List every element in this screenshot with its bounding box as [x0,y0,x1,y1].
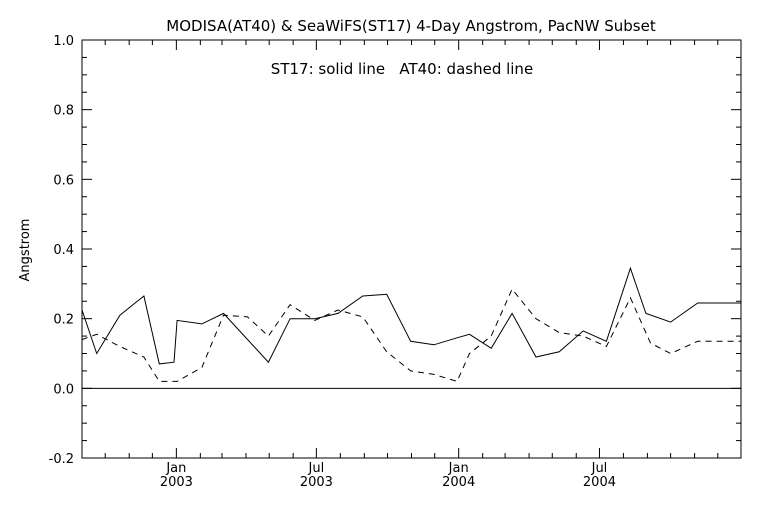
series-line-st17 [81,266,741,365]
x-tick-label-year: 2004 [442,475,475,490]
y-tick-label: 0.6 [53,173,74,188]
series-line-at40 [81,288,741,383]
y-tick-label: 0.8 [53,104,74,119]
x-tick-label-year: 2003 [160,475,193,490]
y-tick-label: 0.0 [53,382,74,397]
plot-frame [81,39,742,459]
y-tick-label: 1.0 [53,34,74,49]
y-tick-label: -0.2 [49,452,74,467]
y-tick-label: 0.4 [53,243,74,258]
x-tick-label-month: Jul [308,461,325,476]
x-tick-label-month: Jul [591,461,608,476]
y-axis-label: Angstrom [18,219,33,282]
chart-title: MODISA(AT40) & SeaWiFS(ST17) 4-Day Angst… [166,17,656,35]
x-tick-label-year: 2004 [583,475,616,490]
x-tick-label-month: Jan [448,461,469,476]
x-tick-label-year: 2003 [300,475,333,490]
line-style-annotation: ST17: solid line AT40: dashed line [271,60,533,78]
y-tick-label: 0.2 [53,313,74,328]
x-tick-label-month: Jan [165,461,186,476]
